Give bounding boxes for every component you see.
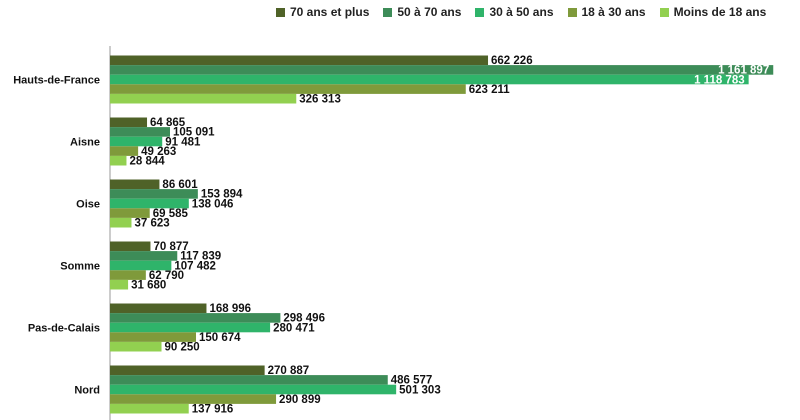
data-label: 31 680 — [131, 280, 166, 292]
bar — [110, 74, 749, 85]
bar — [110, 84, 466, 94]
category-label: Oise — [76, 199, 100, 211]
bar — [110, 55, 489, 66]
data-label: 662 226 — [491, 55, 533, 67]
bar — [110, 260, 172, 271]
bar — [110, 341, 162, 352]
data-label: 105 091 — [173, 127, 215, 139]
data-label: 107 482 — [174, 260, 216, 272]
legend-item-30-50: 30 à 50 ans — [475, 5, 554, 19]
bar — [110, 322, 271, 333]
bar — [110, 403, 189, 414]
legend-item-18-30: 18 à 30 ans — [567, 5, 646, 19]
legend-swatch — [276, 7, 285, 17]
legend-item-50-70: 50 à 70 ans — [383, 5, 461, 19]
data-label: 168 996 — [209, 303, 251, 315]
legend-item-70-plus: 70 ans et plus — [276, 5, 369, 19]
bar — [110, 303, 207, 314]
data-label: 86 601 — [162, 179, 198, 191]
bar — [110, 394, 277, 404]
bar — [110, 117, 148, 128]
bar — [110, 332, 197, 342]
data-label: 70 877 — [153, 241, 188, 253]
data-label: 270 887 — [268, 365, 310, 377]
data-label: 138 046 — [192, 198, 234, 210]
data-label: 486 577 — [391, 375, 433, 387]
legend-swatch — [659, 7, 669, 17]
bar — [110, 198, 189, 209]
data-label: 298 496 — [283, 313, 325, 325]
legend-item-under-18: Moins de 18 ans — [659, 5, 767, 19]
legend-swatch — [383, 7, 393, 17]
bar — [110, 313, 281, 323]
bar — [110, 270, 146, 280]
bar — [110, 155, 127, 166]
bar — [110, 136, 163, 147]
bar — [110, 146, 139, 156]
data-label: 1 161 897 — [718, 65, 769, 77]
data-label: 623 211 — [469, 84, 511, 96]
bar — [110, 375, 388, 385]
bar — [110, 208, 150, 218]
bar — [110, 93, 297, 104]
bar — [110, 279, 129, 290]
bar — [110, 384, 397, 395]
category-label: Pas-de-Calais — [28, 323, 100, 335]
data-label: 37 623 — [134, 218, 169, 230]
bar — [110, 251, 178, 261]
category-label: Somme — [60, 261, 100, 273]
legend-label: 50 à 70 ans — [397, 5, 462, 19]
data-label: 69 585 — [153, 208, 189, 220]
data-label: 64 865 — [150, 117, 186, 129]
category-label: Nord — [74, 385, 100, 397]
data-label: 49 263 — [141, 146, 176, 158]
data-label: 326 313 — [299, 94, 341, 106]
data-label: 91 481 — [165, 136, 201, 148]
data-label: 90 250 — [165, 342, 200, 354]
data-label: 137 916 — [192, 404, 234, 416]
data-label: 28 844 — [129, 156, 165, 168]
bar — [110, 127, 170, 137]
data-label: 1 118 783 — [694, 74, 745, 86]
bar — [110, 65, 774, 75]
category-label: Aisne — [70, 137, 100, 149]
legend-label: 70 ans et plus — [290, 5, 370, 19]
bar — [110, 217, 132, 228]
data-label: 62 790 — [149, 270, 184, 282]
data-label: 153 894 — [201, 189, 243, 201]
data-label: 150 674 — [199, 332, 241, 344]
data-label: 117 839 — [180, 251, 221, 263]
bar — [110, 189, 198, 199]
data-label: 280 471 — [273, 322, 315, 334]
legend-label: 18 à 30 ans — [581, 5, 646, 19]
legend-swatch — [567, 7, 577, 17]
legend-label: 30 à 50 ans — [489, 5, 554, 19]
chart-legend: 70 ans et plus 50 à 70 ans 30 à 50 ans 1… — [276, 5, 766, 19]
bar — [110, 365, 265, 376]
category-label: Hauts-de-France — [13, 75, 100, 87]
legend-label: Moins de 18 ans — [673, 5, 767, 19]
bar — [110, 241, 151, 252]
data-label: 290 899 — [279, 394, 321, 406]
legend-swatch — [475, 7, 485, 17]
data-label: 501 303 — [399, 384, 441, 396]
bar — [110, 179, 160, 190]
